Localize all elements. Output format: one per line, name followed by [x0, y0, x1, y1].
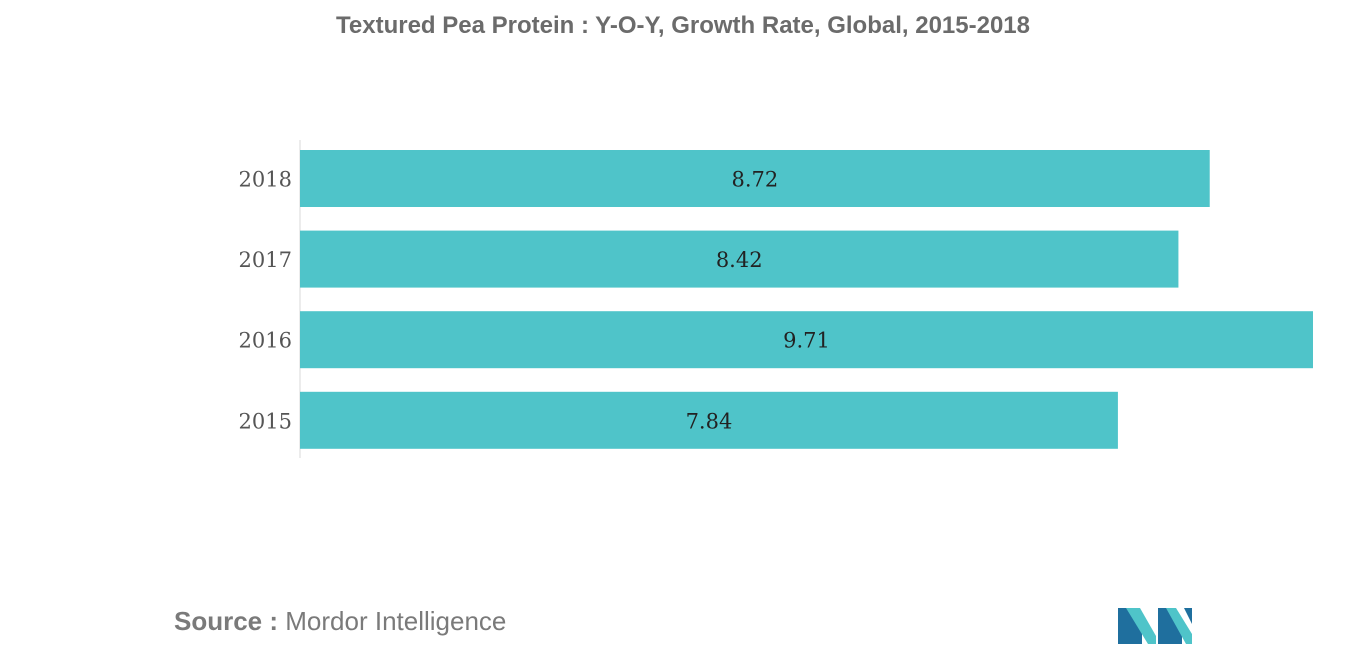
bar-2018	[300, 150, 1210, 207]
bar-2017	[300, 230, 1179, 288]
data-label-2018: 8.72	[731, 168, 778, 192]
bars-group: 2018 8.72 2017 8.42 2016 9.71 2015 7.84	[239, 150, 1313, 449]
source-name: Mordor Intelligence	[285, 606, 507, 636]
y-tick-label-2016: 2016	[239, 329, 292, 353]
chart-title: Textured Pea Protein : Y-O-Y, Growth Rat…	[336, 12, 1030, 39]
bar-2016	[300, 311, 1313, 369]
data-label-2016: 9.71	[783, 329, 830, 353]
y-tick-label-2015: 2015	[239, 409, 292, 433]
bar-2015	[300, 391, 1118, 449]
mordor-intelligence-logo-icon	[1118, 608, 1192, 644]
data-label-2015: 7.84	[686, 409, 733, 433]
y-tick-label-2018: 2018	[239, 168, 292, 192]
source-prefix: Source :	[174, 606, 279, 636]
source-note: Source : Mordor Intelligence	[174, 606, 506, 637]
data-label-2017: 8.42	[716, 248, 763, 272]
y-tick-label-2017: 2017	[239, 248, 292, 272]
